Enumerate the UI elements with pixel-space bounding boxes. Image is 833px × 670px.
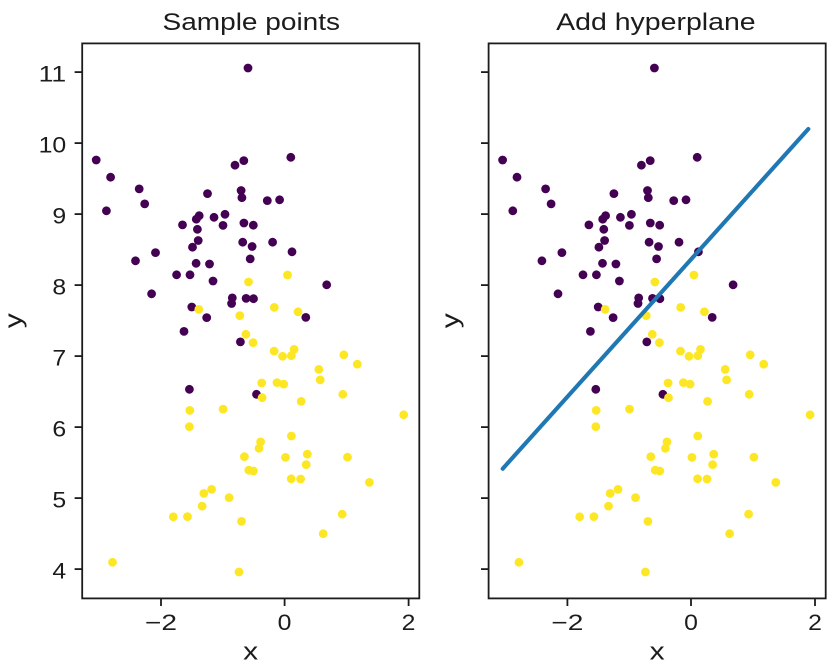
svg-text:−2: −2 [551, 610, 583, 635]
svg-text:10: 10 [39, 133, 67, 158]
svg-text:2: 2 [808, 610, 822, 635]
svg-text:5: 5 [52, 488, 66, 513]
svg-text:11: 11 [39, 62, 67, 87]
svg-text:Add hyperplane: Add hyperplane [556, 9, 756, 36]
svg-text:Sample points: Sample points [163, 9, 341, 36]
svg-text:0: 0 [684, 610, 698, 635]
svg-text:0: 0 [278, 610, 292, 635]
svg-text:−2: −2 [145, 610, 177, 635]
svg-text:2: 2 [402, 610, 416, 635]
svg-text:6: 6 [52, 417, 66, 442]
svg-text:y: y [1, 313, 28, 328]
svg-text:9: 9 [52, 204, 66, 229]
svg-text:8: 8 [52, 275, 66, 300]
svg-text:7: 7 [52, 346, 66, 371]
svg-text:x: x [243, 638, 258, 665]
svg-text:x: x [650, 638, 665, 665]
svg-text:y: y [438, 313, 465, 328]
svg-text:4: 4 [52, 559, 66, 584]
